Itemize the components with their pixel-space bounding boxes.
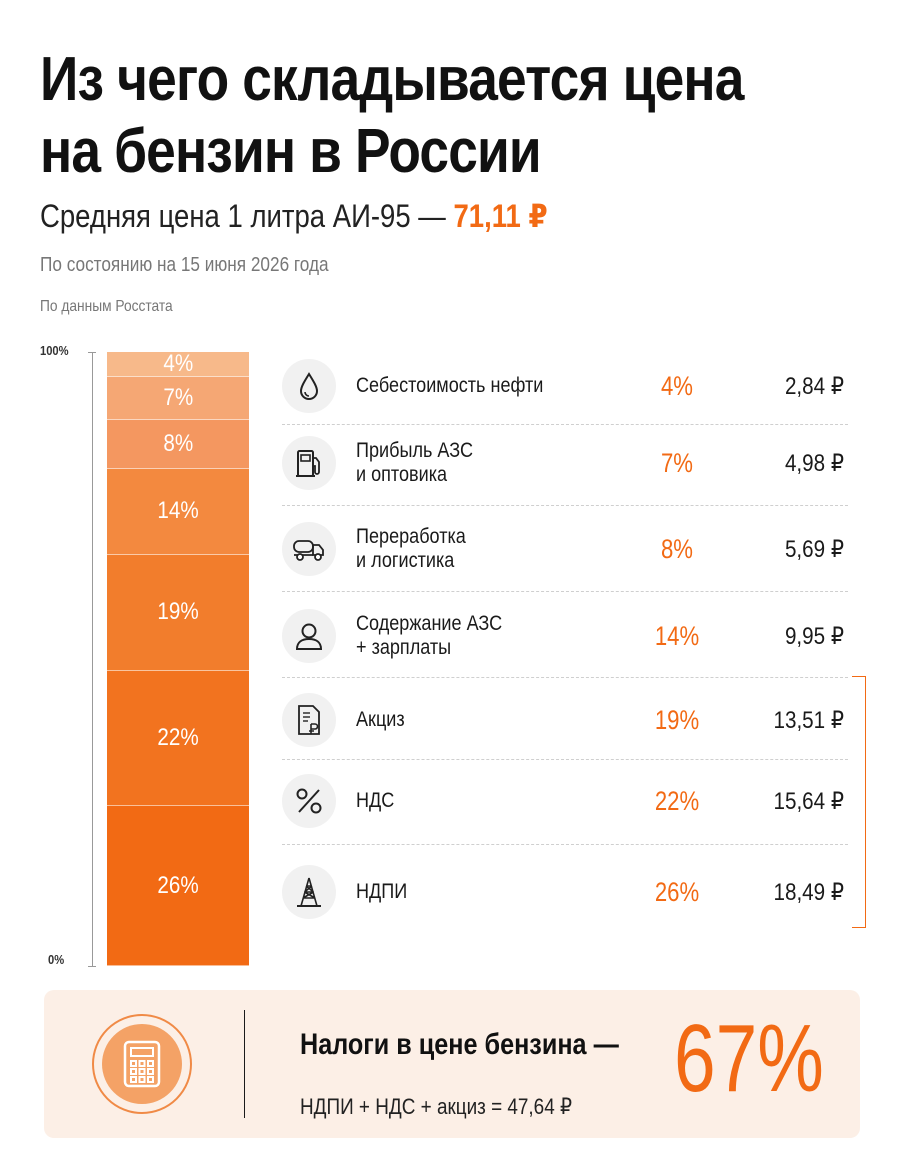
bar-segment-label: 26% <box>157 871 199 899</box>
subtitle-text: Средняя цена 1 литра АИ-95 — <box>40 198 454 234</box>
row-value: 18,49 ₽ <box>773 878 844 906</box>
tax-bracket <box>852 676 866 928</box>
row-icon-badge <box>282 609 336 663</box>
breakdown-row: НДПИ 26% 18,49 ₽ <box>282 865 848 919</box>
row-percent: 14% <box>654 620 700 651</box>
oil-rig-icon <box>297 877 321 907</box>
row-label: Акциз <box>356 708 405 731</box>
row-label: Себестоимость нефти <box>356 374 544 397</box>
row-icon-badge <box>282 522 336 576</box>
row-separator <box>282 759 848 760</box>
bar-segment-label: 7% <box>163 383 193 411</box>
y-axis-tick-bottom <box>88 966 96 967</box>
row-label: Прибыль АЗС и оптовика <box>356 439 474 486</box>
breakdown-row: Акциз 19% 13,51 ₽ <box>282 693 848 747</box>
summary-divider <box>244 1010 245 1118</box>
bar-segment-label: 14% <box>157 497 199 525</box>
row-value: 13,51 ₽ <box>773 706 844 734</box>
bar-segment-oil: 4% <box>107 349 249 377</box>
y-axis-tick-top <box>88 352 96 353</box>
oil-drop-icon <box>299 372 319 400</box>
bar-segment-label: 22% <box>157 724 199 752</box>
row-value: 5,69 ₽ <box>784 535 844 563</box>
fuel-pump-icon <box>296 450 320 477</box>
row-value: 9,95 ₽ <box>784 622 844 650</box>
row-separator <box>282 424 848 425</box>
row-icon-badge <box>282 693 336 747</box>
summary-title: Налоги в цене бензина — <box>300 1028 619 1061</box>
bar-segment-label: 8% <box>163 429 193 457</box>
row-separator <box>282 591 848 592</box>
bar-segment-refining: 8% <box>107 419 249 469</box>
bar-segment-profit: 7% <box>107 376 249 420</box>
row-label: НДС <box>356 789 395 812</box>
tax-summary-panel: Налоги в цене бензина — НДПИ + НДС + акц… <box>44 990 860 1138</box>
breakdown-row: Прибыль АЗС и оптовика 7% 4,98 ₽ <box>282 436 848 490</box>
axis-label-top: 100% <box>40 343 69 358</box>
breakdown-row: Себестоимость нефти 4% 2,84 ₽ <box>282 359 848 413</box>
bar-segment-label: 4% <box>163 349 193 377</box>
row-percent: 26% <box>654 876 700 907</box>
axis-label-bottom: 0% <box>48 952 65 967</box>
stacked-bar: 4% 7% 8% 14% 19% 22% 26% <box>107 349 249 966</box>
average-price: 71,11 ₽ <box>453 198 548 234</box>
page-title: Из чего складывается цена на бензин в Ро… <box>40 45 744 186</box>
summary-formula: НДПИ + НДС + акциз = 47,64 ₽ <box>300 1094 573 1119</box>
breakdown-row: Содержание АЗС + зарплаты 14% 9,95 ₽ <box>282 609 848 663</box>
person-icon <box>295 623 323 650</box>
row-icon-badge <box>282 359 336 413</box>
y-axis-line <box>92 352 93 966</box>
summary-percent: 67% <box>674 1005 824 1112</box>
bar-segment-excise: 19% <box>107 554 249 672</box>
row-separator <box>282 844 848 845</box>
breakdown-row: НДС 22% 15,64 ₽ <box>282 774 848 828</box>
row-separator <box>282 677 848 678</box>
percent-icon <box>296 788 322 814</box>
row-percent: 7% <box>660 447 694 478</box>
bar-segment-vat: 22% <box>107 671 249 807</box>
subtitle: Средняя цена 1 литра АИ-95 — 71,11 ₽ <box>40 196 548 236</box>
bar-segment-ndpi: 26% <box>107 806 249 966</box>
row-percent: 19% <box>654 704 700 735</box>
row-value: 2,84 ₽ <box>784 372 844 400</box>
row-label: Переработка и логистика <box>356 525 466 572</box>
row-percent: 8% <box>660 533 694 564</box>
calculator-badge <box>92 1014 192 1114</box>
row-label: Содержание АЗС + зарплаты <box>356 612 503 659</box>
bar-segment-maintenance: 14% <box>107 468 249 555</box>
breakdown-row: Переработка и логистика 8% 5,69 ₽ <box>282 522 848 576</box>
row-icon-badge <box>282 865 336 919</box>
date-note: По состоянию на 15 июня 2026 года <box>40 254 329 276</box>
row-percent: 4% <box>660 370 694 401</box>
row-value: 4,98 ₽ <box>784 449 844 477</box>
row-percent: 22% <box>654 785 700 816</box>
row-icon-badge <box>282 436 336 490</box>
tanker-truck-icon <box>293 540 324 561</box>
calculator-icon <box>123 1040 161 1088</box>
row-label: НДПИ <box>356 880 408 903</box>
source-note: По данным Росстата <box>40 298 173 315</box>
row-value: 15,64 ₽ <box>773 787 844 815</box>
row-icon-badge <box>282 774 336 828</box>
bar-segment-label: 19% <box>157 598 199 626</box>
row-separator <box>282 505 848 506</box>
document-ruble-icon <box>298 705 320 735</box>
